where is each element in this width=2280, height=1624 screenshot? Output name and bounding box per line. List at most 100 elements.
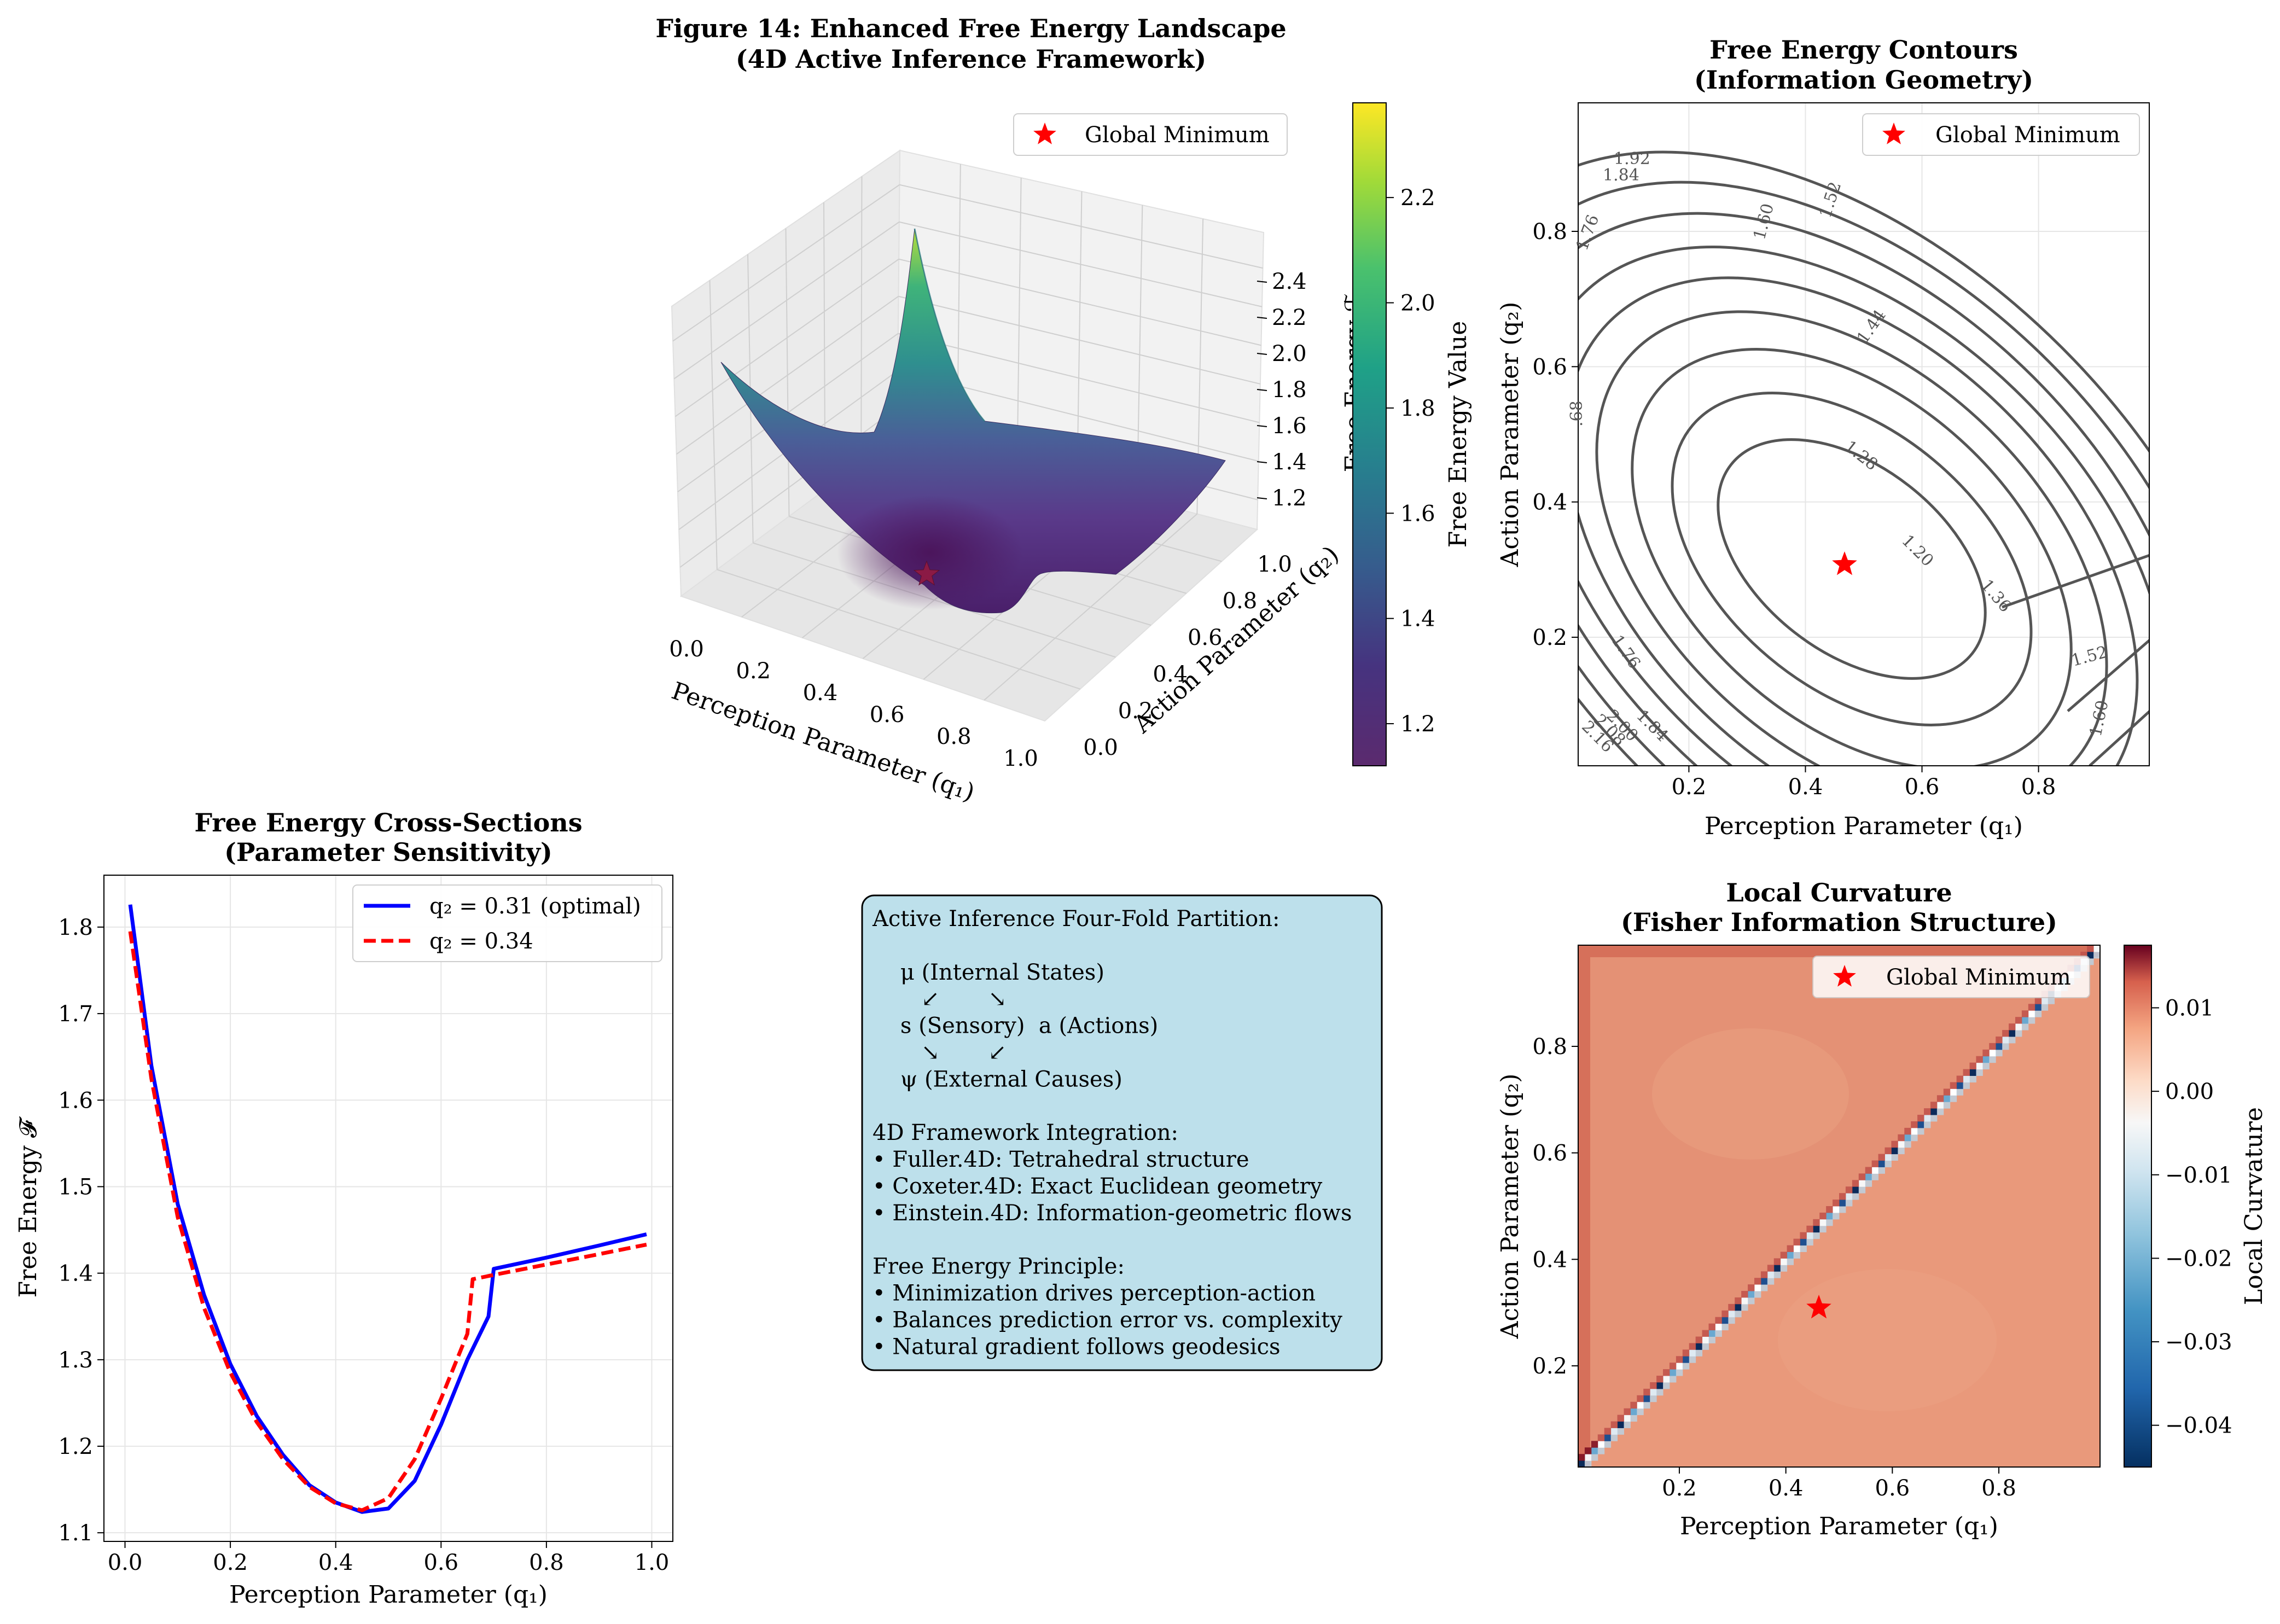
diagonal-cell (1819, 1219, 1827, 1226)
diagonal-cell (2009, 1030, 2016, 1037)
diagonal-cell (2021, 1017, 2029, 1024)
diagonal-edge-cell (2034, 1010, 2042, 1017)
contour-y-label: Action Parameter (q₂) (1496, 302, 1524, 568)
diagonal-edge-cell (1969, 1062, 1976, 1070)
y-tick-label: 1.8 (58, 915, 93, 940)
curvature-x-label: Perception Parameter (q₁) (1680, 1512, 1998, 1540)
contour-open-line (2002, 554, 2149, 609)
textbox-lines: Active Inference Four-Fold Partition: μ … (872, 906, 1352, 1359)
x-tick-label: 0.0 (669, 637, 704, 662)
contour-ticks: 0.2 0.4 0.6 0.8 0.2 0.4 0.6 0.8 (1532, 219, 2056, 800)
diagonal-edge-cell (2028, 1004, 2035, 1011)
diagonal-edge-cell (1715, 1317, 1722, 1324)
surface-ridge (914, 228, 986, 422)
diagonal-edge-cell (1787, 1245, 1794, 1252)
z-tick (1257, 281, 1267, 283)
diagonal-edge-cell (1689, 1343, 1696, 1350)
curvature-colorbar-label: Local Curvature (2240, 1107, 2268, 1305)
diagonal-edge-cell (2015, 1030, 2022, 1037)
x-tick-label: 0.4 (1788, 775, 1823, 800)
diagonal-edge-cell (1669, 1376, 1677, 1383)
diagonal-edge-cell (1845, 1186, 1853, 1194)
diagonal-edge-cell (1676, 1369, 1683, 1376)
partition-textbox: Active Inference Four-Fold Partition: μ … (861, 894, 1383, 1371)
z-tick (1257, 353, 1267, 355)
grid-line (672, 184, 900, 342)
diagonal-edge-cell (1885, 1160, 1892, 1167)
diagonal-edge-cell (1604, 1441, 1612, 1448)
textbox-line: s (Sensory) a (Actions) (873, 1014, 1158, 1039)
diagonal-edge-cell (1663, 1382, 1670, 1389)
diagonal-cell (1911, 1127, 1918, 1135)
figure-title-line2: (4D Active Inference Framework) (736, 44, 1206, 74)
textbox-line: • Minimization drives perception-action (873, 1281, 1316, 1306)
diagonal-edge-cell (1858, 1186, 1866, 1194)
figure-title-line1: Figure 14: Enhanced Free Energy Landscap… (655, 14, 1286, 43)
contour-x-label: Perception Parameter (q₁) (1705, 812, 2023, 840)
diagonal-edge-cell (1996, 1049, 2003, 1057)
diagonal-edge-cell (1584, 1447, 1592, 1454)
grid-line (898, 295, 1261, 385)
diagonal-cell (1610, 1428, 1618, 1435)
diagonal-edge-cell (1689, 1356, 1696, 1363)
diagonal-cell (1604, 1434, 1612, 1441)
diagonal-cell (1793, 1245, 1800, 1252)
diagonal-cell (1943, 1095, 1951, 1102)
diagonal-cell (2093, 945, 2100, 952)
cross-x-label: Perception Parameter (q₁) (229, 1581, 548, 1609)
diagonal-cell (1663, 1376, 1670, 1383)
x-tick-label: 0.6 (1905, 775, 1940, 800)
diagonal-edge-cell (1845, 1200, 1853, 1207)
contour-label: 1.92 (1614, 149, 1650, 168)
diagonal-edge-cell (1950, 1095, 1957, 1102)
diagonal-edge-cell (1643, 1401, 1650, 1409)
diagonal-edge-cell (1754, 1278, 1761, 1285)
diagonal-edge-cell (1839, 1193, 1846, 1200)
y-tick-label: 0.8 (1532, 219, 1567, 245)
x-tick-label: 0.4 (318, 1550, 353, 1575)
diagonal-edge-cell (1773, 1271, 1781, 1278)
z-tick-label: 2.2 (1272, 305, 1307, 330)
diagonal-edge-cell (1891, 1140, 1898, 1148)
diagonal-cell (1597, 1441, 1605, 1448)
contour-level (1595, 310, 2108, 766)
diagonal-cell (1637, 1401, 1644, 1409)
cross-section-panel: Free Energy Cross-Sections (Parameter Se… (14, 808, 673, 1609)
diagonal-cell (1748, 1291, 1755, 1298)
diagonal-edge-cell (1597, 1447, 1605, 1454)
textbox-line: • Einstein.4D: Information-geometric flo… (873, 1201, 1352, 1226)
diagonal-edge-cell (1819, 1212, 1827, 1220)
diagonal-edge-cell (1969, 1075, 1976, 1082)
surface3d-panel: 0.00.20.40.60.81.0 0.00.20.40.60.81.0 1.… (668, 113, 1368, 807)
global-minimum-marker-contour (1832, 551, 1857, 575)
diagonal-edge-cell (1956, 1075, 1964, 1082)
diagonal-edge-cell (1885, 1147, 1892, 1155)
diagonal-edge-cell (1591, 1441, 1598, 1448)
diagonal-edge-cell (1695, 1336, 1703, 1343)
diagonal-cell (1898, 1140, 1905, 1148)
diagonal-edge-cell (1826, 1206, 1833, 1213)
textbox-line: • Balances prediction error vs. complexi… (873, 1308, 1342, 1333)
diagonal-edge-cell (1800, 1232, 1807, 1239)
diagonal-cell (1741, 1297, 1748, 1305)
diagonal-edge-cell (1702, 1343, 1709, 1350)
colorbar-tick-label: 1.6 (1400, 501, 1435, 526)
contour-level (1578, 150, 2149, 766)
diagonal-edge-cell (1773, 1258, 1781, 1265)
contour-level (1631, 348, 2073, 766)
diagonal-edge-cell (1702, 1330, 1709, 1337)
diagonal-cell (1578, 1460, 1585, 1467)
diagonal-cell (1650, 1388, 1657, 1396)
diagonal-edge-cell (1624, 1408, 1631, 1416)
diagonal-cell (1865, 1173, 1872, 1180)
diagonal-edge-cell (1898, 1147, 1905, 1155)
diagonal-edge-cell (1780, 1252, 1788, 1259)
diagonal-edge-cell (1754, 1291, 1761, 1298)
diagonal-edge-cell (1610, 1421, 1618, 1428)
diagonal-edge-cell (1963, 1069, 1970, 1076)
surface-colorbar-label: Free Energy Value (1444, 321, 1472, 548)
diagonal-cell (1885, 1154, 1892, 1161)
diagonal-edge-cell (1839, 1206, 1846, 1213)
grid-line (898, 258, 1261, 346)
cross-legend-label-1: q₂ = 0.31 (optimal) (429, 894, 641, 919)
